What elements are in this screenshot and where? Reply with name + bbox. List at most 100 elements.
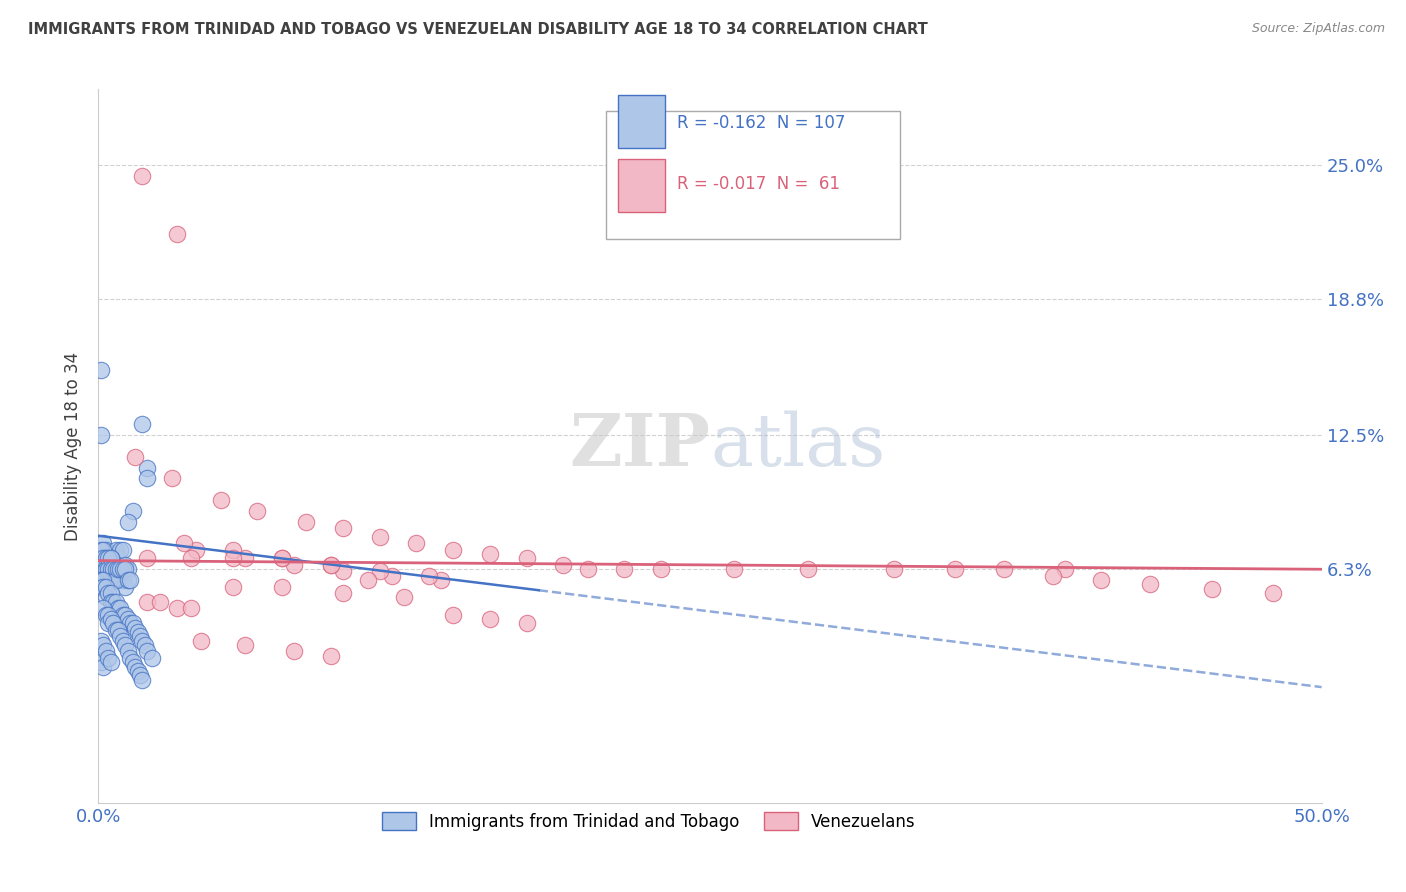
Point [1201,582,1223,596]
Point [90,551,112,566]
Point [111,573,134,587]
Point [91,573,114,587]
Point [136,460,159,475]
Point [332,565,354,579]
Point [319,558,342,572]
Point [91,638,114,652]
Point [101,562,124,576]
Point [94,580,117,594]
Point [136,644,159,658]
Point [91,562,114,576]
Point [553,558,575,572]
Y-axis label: Disability Age 18 to 34: Disability Age 18 to 34 [65,351,83,541]
Point [94,551,117,566]
Point [97,568,120,582]
Point [94,644,117,658]
Point [368,530,391,544]
Point [650,562,672,576]
Point [110,562,132,576]
Point [90,655,112,669]
Point [430,573,453,587]
Point [111,542,134,557]
Point [723,562,745,576]
Point [94,551,117,566]
Point [91,536,114,550]
Point [97,607,120,622]
Point [222,551,245,566]
Point [104,623,127,637]
Point [111,562,134,576]
Point [104,562,127,576]
Point [101,573,124,587]
Point [100,595,122,609]
Point [121,616,143,631]
Point [104,595,127,609]
Point [166,601,188,615]
Point [270,551,294,566]
Point [117,612,139,626]
Point [127,624,149,639]
Point [114,558,136,572]
Point [356,573,378,587]
FancyBboxPatch shape [606,111,900,239]
Point [124,621,146,635]
Point [1053,562,1076,576]
Point [319,648,342,663]
Point [149,595,172,609]
Point [97,551,120,566]
Point [1042,568,1064,582]
Point [107,562,129,576]
Point [111,607,134,622]
Point [1261,586,1284,600]
Point [110,562,132,576]
Point [101,562,124,576]
Point [114,638,136,652]
Bar [619,95,665,148]
Point [100,562,122,576]
Point [478,547,501,561]
Point [100,655,122,669]
Point [136,551,159,566]
Point [418,568,440,582]
Point [104,562,127,576]
Point [1139,577,1161,591]
Point [97,562,120,576]
Point [127,664,149,678]
Point [91,659,114,673]
Point [993,562,1015,576]
Point [233,551,256,566]
Point [97,651,120,665]
Point [117,515,139,529]
Point [392,591,416,605]
Text: R = -0.162  N = 107: R = -0.162 N = 107 [678,114,845,132]
Point [129,668,152,682]
Point [110,629,132,643]
Point [111,633,134,648]
Point [114,562,136,576]
Point [104,562,127,576]
Point [101,595,124,609]
Point [1090,573,1112,587]
Point [91,551,114,566]
Point [91,601,114,615]
Point [107,562,129,576]
Point [270,580,294,594]
Point [131,169,153,183]
Point [97,565,120,579]
Text: ZIP: ZIP [569,410,710,482]
Point [94,562,117,576]
Point [797,562,820,576]
Point [107,551,129,566]
Point [94,568,117,582]
Text: IMMIGRANTS FROM TRINIDAD AND TOBAGO VS VENEZUELAN DISABILITY AGE 18 TO 34 CORREL: IMMIGRANTS FROM TRINIDAD AND TOBAGO VS V… [28,22,928,37]
Point [114,607,136,622]
Point [332,586,354,600]
Point [100,568,122,582]
Point [94,607,117,622]
Point [131,633,153,648]
Point [405,536,427,550]
Point [90,542,112,557]
Point [283,644,305,658]
Point [368,565,391,579]
Point [222,580,245,594]
